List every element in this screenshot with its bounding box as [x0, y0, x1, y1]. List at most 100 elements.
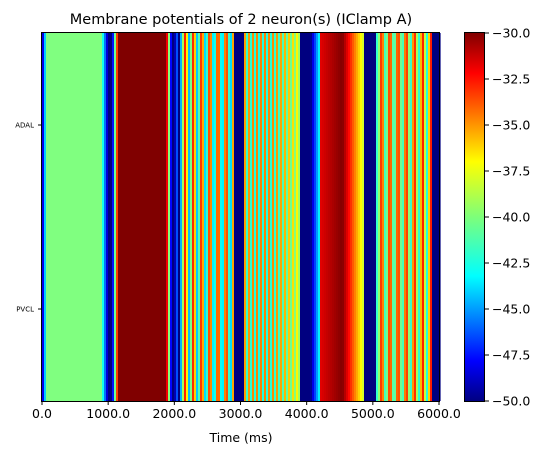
heatmap-column: [368, 33, 371, 401]
heatmap-column: [184, 33, 187, 401]
colorbar: [464, 32, 485, 402]
heatmap-column: [276, 33, 279, 401]
heatmap-column: [248, 33, 251, 401]
heatmap-column: [146, 33, 149, 401]
heatmap-column: [148, 33, 151, 401]
x-tick-label: 4000.0: [285, 406, 329, 421]
heatmap-column: [176, 33, 179, 401]
x-tick-label: 2000.0: [152, 406, 196, 421]
heatmap-column: [170, 33, 173, 401]
heatmap-column: [216, 33, 219, 401]
heatmap-column: [94, 33, 97, 401]
heatmap-column: [346, 33, 349, 401]
heatmap-column: [360, 33, 363, 401]
heatmap-column: [164, 33, 167, 401]
heatmap-column: [280, 33, 283, 401]
heatmap-column: [192, 33, 195, 401]
heatmap-column: [224, 33, 227, 401]
heatmap-column: [124, 33, 127, 401]
heatmap-column: [376, 33, 379, 401]
heatmap-column: [406, 33, 409, 401]
heatmap-column: [340, 33, 343, 401]
heatmap-column: [48, 33, 51, 401]
heatmap-column: [312, 33, 315, 401]
heatmap-column: [420, 33, 423, 401]
colorbar-tick-label: −50.0: [492, 394, 530, 409]
heatmap-column: [236, 33, 239, 401]
heatmap-column: [186, 33, 189, 401]
colorbar-tick-label: −30.0: [492, 26, 530, 41]
heatmap-column: [182, 33, 185, 401]
x-tick-label: 5000.0: [351, 406, 395, 421]
heatmap-column: [188, 33, 191, 401]
heatmap-column: [52, 33, 55, 401]
heatmap-column: [196, 33, 199, 401]
heatmap-column: [326, 33, 329, 401]
heatmap-column: [390, 33, 393, 401]
heatmap-column: [316, 33, 319, 401]
colorbar-ticks: −30.0 −32.5 −35.0 −37.5 −40.0 −42.5 −45.0 −47.5…: [485, 26, 530, 409]
heatmap-column: [242, 33, 245, 401]
heatmap-column: [168, 33, 171, 401]
heatmap-column: [46, 33, 49, 401]
heatmap-column: [262, 33, 265, 401]
heatmap-column: [112, 33, 115, 401]
heatmap-column: [294, 33, 297, 401]
heatmap-column: [98, 33, 101, 401]
heatmap-column: [424, 33, 427, 401]
heatmap-column: [136, 33, 139, 401]
heatmap-column: [222, 33, 225, 401]
heatmap-column: [238, 33, 241, 401]
heatmap-column: [434, 33, 437, 401]
heatmap-column: [292, 33, 295, 401]
heatmap-column: [180, 33, 183, 401]
heatmap-column: [234, 33, 237, 401]
heatmap-column: [402, 33, 405, 401]
colorbar-tick-label: −40.0: [492, 210, 530, 225]
heatmap-column: [264, 33, 267, 401]
heatmap-column: [288, 33, 291, 401]
heatmap-column: [74, 33, 77, 401]
heatmap-column: [338, 33, 341, 401]
heatmap-column: [110, 33, 113, 401]
heatmap-column: [156, 33, 159, 401]
heatmap-column: [298, 33, 301, 401]
heatmap-column: [274, 33, 277, 401]
heatmap-column: [358, 33, 361, 401]
heatmap-column: [228, 33, 231, 401]
heatmap-column: [122, 33, 125, 401]
heatmap-column: [92, 33, 95, 401]
chart-title: Membrane potentials of 2 neuron(s) (ICla…: [70, 12, 412, 28]
heatmap-column: [172, 33, 175, 401]
heatmap-column: [416, 33, 419, 401]
heatmap-column: [418, 33, 421, 401]
heatmap-column: [62, 33, 65, 401]
heatmap-column: [386, 33, 389, 401]
heatmap-column: [212, 33, 215, 401]
heatmap-column: [72, 33, 75, 401]
heatmap-column: [404, 33, 407, 401]
heatmap-column: [422, 33, 425, 401]
heatmap-column: [68, 33, 71, 401]
heatmap-column: [364, 33, 367, 401]
heatmap-column: [398, 33, 401, 401]
heatmap-column: [426, 33, 429, 401]
heatmap-column: [282, 33, 285, 401]
heatmap-column: [64, 33, 67, 401]
heatmap-column: [286, 33, 289, 401]
heatmap-column: [66, 33, 69, 401]
heatmap-column: [366, 33, 369, 401]
heatmap-column: [330, 33, 333, 401]
heatmap-column: [150, 33, 153, 401]
heatmap-column: [318, 33, 321, 401]
heatmap-column: [240, 33, 243, 401]
heatmap-column: [352, 33, 355, 401]
heatmap-column: [320, 33, 323, 401]
heatmap-column: [142, 33, 145, 401]
colorbar-tick-label: −42.5: [492, 256, 530, 271]
heatmap-column: [90, 33, 93, 401]
heatmap-column: [310, 33, 313, 401]
heatmap-column: [334, 33, 337, 401]
heatmap-column: [54, 33, 57, 401]
x-tick-label: 0.0: [32, 406, 52, 421]
